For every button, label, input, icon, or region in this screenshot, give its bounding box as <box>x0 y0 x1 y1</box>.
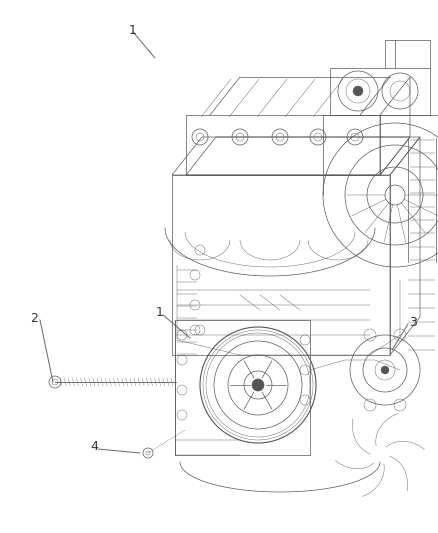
Circle shape <box>252 379 264 391</box>
Text: 4: 4 <box>90 440 98 454</box>
Circle shape <box>381 366 389 374</box>
Text: 1: 1 <box>156 306 164 319</box>
Text: 1: 1 <box>129 23 137 36</box>
Text: 2: 2 <box>30 311 38 325</box>
Text: 3: 3 <box>409 316 417 328</box>
Circle shape <box>353 86 363 96</box>
